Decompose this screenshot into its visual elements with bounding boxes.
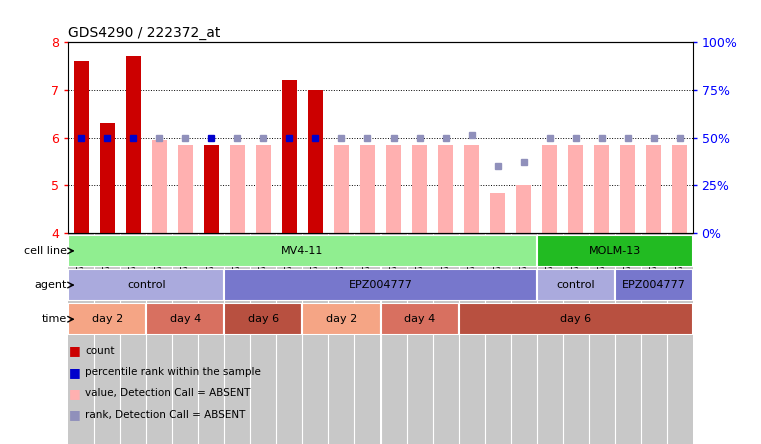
Bar xyxy=(361,145,374,233)
Text: day 4: day 4 xyxy=(404,314,435,324)
Bar xyxy=(199,233,224,444)
Bar xyxy=(303,303,380,335)
Text: day 6: day 6 xyxy=(560,314,591,324)
Bar xyxy=(152,140,167,233)
Bar xyxy=(614,233,641,444)
Bar xyxy=(432,233,458,444)
Bar xyxy=(68,235,537,267)
Bar xyxy=(673,145,686,233)
Bar xyxy=(458,233,485,444)
Bar xyxy=(517,186,530,233)
Bar xyxy=(387,145,400,233)
Bar xyxy=(68,269,224,301)
Bar xyxy=(282,80,297,233)
Text: time: time xyxy=(42,314,67,324)
Bar xyxy=(537,233,562,444)
Bar xyxy=(68,233,94,444)
Bar xyxy=(380,303,458,335)
Bar xyxy=(224,269,537,301)
Bar xyxy=(94,233,120,444)
Text: EPZ004777: EPZ004777 xyxy=(349,280,412,290)
Bar xyxy=(329,233,355,444)
Text: ■: ■ xyxy=(68,387,80,400)
Text: day 2: day 2 xyxy=(92,314,123,324)
Bar xyxy=(308,90,323,233)
Bar xyxy=(224,233,250,444)
Text: ■: ■ xyxy=(68,408,80,421)
Text: count: count xyxy=(85,346,115,356)
Bar xyxy=(380,233,406,444)
Text: cell line: cell line xyxy=(24,246,67,256)
Text: value, Detection Call = ABSENT: value, Detection Call = ABSENT xyxy=(85,388,250,398)
Bar xyxy=(588,233,614,444)
Text: GDS4290 / 222372_at: GDS4290 / 222372_at xyxy=(68,26,221,40)
Bar xyxy=(173,233,199,444)
Bar xyxy=(412,145,427,233)
Bar xyxy=(562,233,588,444)
Bar xyxy=(120,233,146,444)
Bar xyxy=(667,233,693,444)
Text: rank, Detection Call = ABSENT: rank, Detection Call = ABSENT xyxy=(85,410,246,420)
Bar xyxy=(641,233,667,444)
Text: day 6: day 6 xyxy=(248,314,279,324)
Bar xyxy=(485,233,511,444)
Bar xyxy=(75,61,88,233)
Text: day 2: day 2 xyxy=(326,314,357,324)
Bar xyxy=(406,233,432,444)
Bar xyxy=(490,193,505,233)
Bar xyxy=(568,145,583,233)
Bar xyxy=(68,303,146,335)
Bar xyxy=(250,233,276,444)
Bar xyxy=(100,123,115,233)
Text: ■: ■ xyxy=(68,365,80,379)
Text: percentile rank within the sample: percentile rank within the sample xyxy=(85,367,261,377)
Bar xyxy=(537,269,614,301)
Text: EPZ004777: EPZ004777 xyxy=(622,280,686,290)
Bar xyxy=(594,145,609,233)
Text: day 4: day 4 xyxy=(170,314,201,324)
Bar xyxy=(646,145,661,233)
Bar xyxy=(458,303,693,335)
Bar xyxy=(224,303,303,335)
Bar xyxy=(126,56,141,233)
Bar xyxy=(464,145,479,233)
Bar xyxy=(205,145,218,233)
Bar xyxy=(146,303,224,335)
Bar xyxy=(276,233,303,444)
Bar xyxy=(511,233,537,444)
Text: control: control xyxy=(556,280,595,290)
Bar xyxy=(355,233,380,444)
Bar xyxy=(334,145,349,233)
Bar xyxy=(543,145,556,233)
Bar xyxy=(614,269,693,301)
Bar xyxy=(178,145,193,233)
Text: ■: ■ xyxy=(68,344,80,357)
Bar xyxy=(620,145,635,233)
Bar xyxy=(537,235,693,267)
Bar xyxy=(303,233,329,444)
Text: MOLM-13: MOLM-13 xyxy=(588,246,641,256)
Bar xyxy=(256,145,271,233)
Bar xyxy=(231,145,244,233)
Bar xyxy=(146,233,173,444)
Text: agent: agent xyxy=(35,280,67,290)
Bar xyxy=(438,145,453,233)
Text: MV4-11: MV4-11 xyxy=(282,246,323,256)
Text: control: control xyxy=(127,280,166,290)
